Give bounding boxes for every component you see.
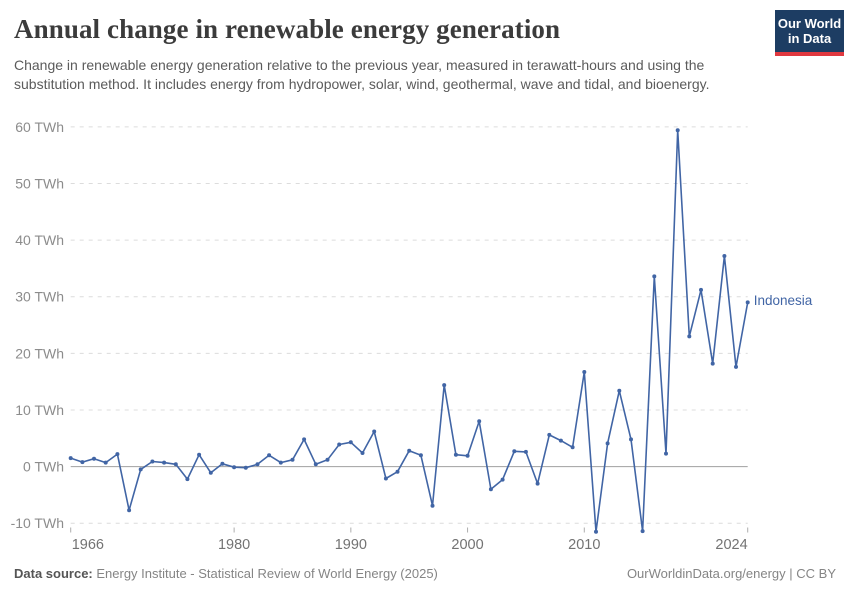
data-point[interactable] <box>302 437 307 442</box>
data-point[interactable] <box>617 388 622 393</box>
data-point[interactable] <box>722 254 727 258</box>
series-label-indonesia[interactable]: Indonesia <box>753 293 813 309</box>
data-point[interactable] <box>570 445 575 450</box>
x-axis-label: 2010 <box>568 537 600 553</box>
data-point[interactable] <box>500 477 505 482</box>
y-axis-label: 50 TWh <box>15 176 64 192</box>
data-point[interactable] <box>687 334 692 339</box>
data-point[interactable] <box>430 503 435 508</box>
data-point[interactable] <box>582 370 587 374</box>
data-point[interactable] <box>395 469 400 474</box>
data-point[interactable] <box>558 438 563 443</box>
data-point[interactable] <box>360 451 365 455</box>
data-point[interactable] <box>255 462 260 467</box>
data-point[interactable] <box>734 364 738 369</box>
data-point[interactable] <box>232 465 237 470</box>
credit-link[interactable]: OurWorldinData.org/energy | CC BY <box>626 566 836 581</box>
data-point[interactable] <box>278 460 283 465</box>
data-point[interactable] <box>208 470 213 475</box>
data-point[interactable] <box>185 477 190 482</box>
data-point[interactable] <box>220 461 225 466</box>
y-axis-label: 0 TWh <box>23 459 64 475</box>
data-source-text: Energy Institute - Statistical Review of… <box>92 566 438 581</box>
y-axis-label: 30 TWh <box>15 289 64 305</box>
data-point[interactable] <box>383 476 388 481</box>
data-point[interactable] <box>68 456 73 461</box>
x-axis-label: 1966 <box>72 537 104 553</box>
y-axis-label: 20 TWh <box>15 345 64 361</box>
x-axis-label: 1990 <box>335 537 367 553</box>
data-point[interactable] <box>150 459 155 464</box>
data-point[interactable] <box>92 456 96 461</box>
data-point[interactable] <box>594 529 598 534</box>
data-point[interactable] <box>652 274 657 279</box>
x-axis-label: 2024 <box>715 537 747 553</box>
y-axis-label: 10 TWh <box>15 402 64 418</box>
data-source: Data source: Energy Institute - Statisti… <box>14 566 438 581</box>
data-point[interactable] <box>173 462 178 467</box>
data-point[interactable] <box>535 481 540 486</box>
data-point[interactable] <box>745 300 750 305</box>
data-point[interactable] <box>267 453 272 458</box>
x-axis-label: 1980 <box>218 537 250 553</box>
data-point[interactable] <box>512 449 517 454</box>
data-point[interactable] <box>80 460 85 465</box>
data-point[interactable] <box>162 460 167 465</box>
data-point[interactable] <box>442 383 447 388</box>
data-point[interactable] <box>418 453 423 458</box>
data-point[interactable] <box>337 442 342 447</box>
data-point[interactable] <box>115 452 120 457</box>
data-point[interactable] <box>465 453 470 458</box>
data-point[interactable] <box>453 452 458 457</box>
data-point[interactable] <box>547 432 552 437</box>
owid-logo: Our World in Data <box>775 10 844 56</box>
owid-logo-line1: Our World <box>777 15 842 31</box>
data-point[interactable] <box>197 452 202 457</box>
data-point[interactable] <box>605 441 610 446</box>
data-point[interactable] <box>629 437 633 442</box>
data-point[interactable] <box>640 529 645 534</box>
data-point[interactable] <box>127 508 132 513</box>
data-point[interactable] <box>103 460 108 465</box>
page-title: Annual change in renewable energy genera… <box>14 14 561 44</box>
data-point[interactable] <box>710 361 715 366</box>
data-point[interactable] <box>372 429 377 434</box>
data-point[interactable] <box>664 451 668 456</box>
x-axis-label: 2000 <box>451 537 483 553</box>
series-line-indonesia[interactable] <box>69 129 749 533</box>
y-axis-label: 60 TWh <box>15 119 64 135</box>
y-axis-label: -10 TWh <box>11 515 64 531</box>
data-point[interactable] <box>477 419 482 424</box>
data-source-label: Data source: <box>14 566 93 581</box>
data-point[interactable] <box>138 467 143 472</box>
data-point[interactable] <box>290 457 295 462</box>
data-point[interactable] <box>313 462 318 467</box>
data-point[interactable] <box>488 487 493 492</box>
data-point[interactable] <box>675 128 680 133</box>
y-axis-label: 40 TWh <box>15 232 64 248</box>
chart-subtitle: Change in renewable energy generation re… <box>14 57 710 92</box>
owid-logo-line2: in Data <box>787 31 832 46</box>
chart-footer: Data source: Energy Institute - Statisti… <box>14 566 836 581</box>
data-point[interactable] <box>243 465 248 470</box>
data-point[interactable] <box>325 457 330 462</box>
data-point[interactable] <box>407 448 412 453</box>
data-point[interactable] <box>523 449 528 454</box>
data-point[interactable] <box>348 440 353 445</box>
data-point[interactable] <box>699 287 703 292</box>
